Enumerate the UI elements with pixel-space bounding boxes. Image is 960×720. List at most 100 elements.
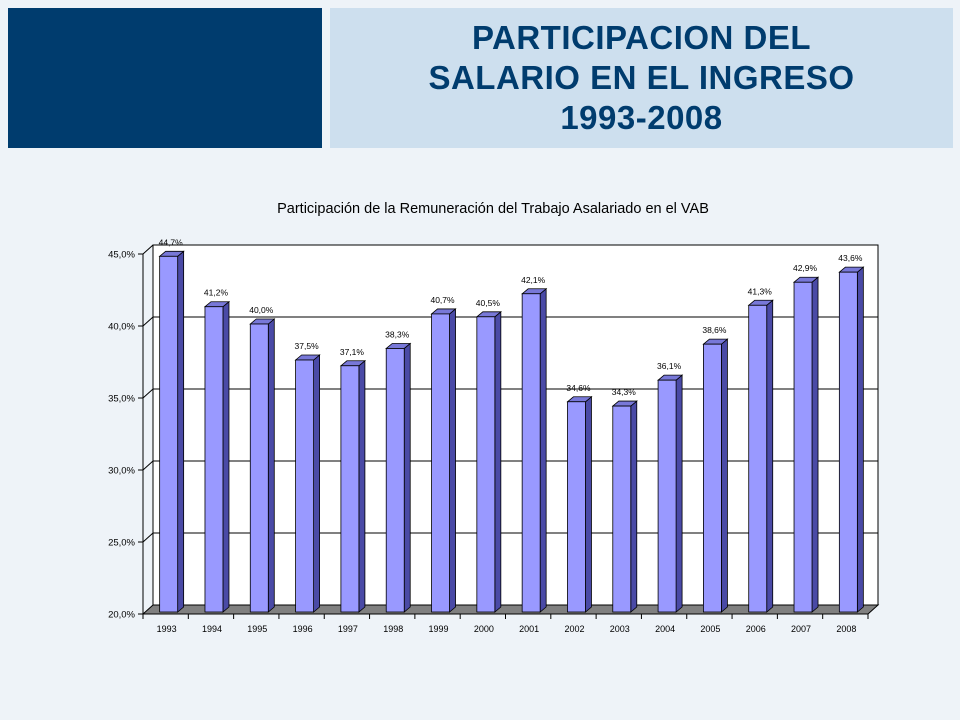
x-tick-label: 1995 xyxy=(247,624,267,634)
bar-side xyxy=(630,400,638,613)
bar-value-label: 40,7% xyxy=(430,295,455,305)
bar xyxy=(611,400,638,613)
bar-value-label: 43,6% xyxy=(838,253,863,263)
bar-front xyxy=(567,401,586,613)
bar-value-label: 38,6% xyxy=(702,325,727,335)
y-tick-label: 20,0% xyxy=(108,610,135,621)
slide-title: PARTICIPACION DEL SALARIO EN EL INGRESO … xyxy=(330,8,953,148)
x-tick-label: 2001 xyxy=(519,624,539,634)
bar-value-label: 44,7% xyxy=(159,237,184,247)
slide-title-line-2: SALARIO EN EL INGRESO xyxy=(428,59,855,96)
y-tick-label: 35,0% xyxy=(108,394,135,405)
gridline-depth xyxy=(142,388,154,399)
bar-front xyxy=(521,293,541,613)
x-axis: 1993 1994 1995 1996 1997 1998 1999 2000 2001 2002… xyxy=(142,613,869,634)
slide-title-line-1: PARTICIPACION DEL xyxy=(471,19,812,56)
bar-side xyxy=(267,318,275,613)
bar-value-label: 40,5% xyxy=(476,298,501,308)
bar xyxy=(521,287,548,613)
bar-front xyxy=(249,323,269,613)
bar-value-label: 38,3% xyxy=(385,329,410,339)
y-tick-label: 40,0% xyxy=(108,322,135,333)
bar-side xyxy=(585,395,592,613)
x-tick-label: 2005 xyxy=(700,624,720,634)
bar-value-label: 41,3% xyxy=(748,286,773,296)
slide-title-line-3: 1993-2008 xyxy=(560,99,723,136)
gridline-depth xyxy=(142,316,154,327)
bar-chart: Participación de la Remuneración del Tra… xyxy=(0,180,960,640)
bar-value-label: 34,6% xyxy=(566,383,591,393)
bar-front xyxy=(703,343,722,613)
bar xyxy=(838,266,865,613)
bar-side xyxy=(313,354,320,613)
bar xyxy=(294,354,321,613)
bar xyxy=(339,359,367,613)
x-tick-label: 2000 xyxy=(474,624,494,634)
x-tick-label: 1997 xyxy=(338,624,358,634)
bar-front xyxy=(385,348,405,613)
chart-title: Participación de la Remuneración del Tra… xyxy=(277,201,709,217)
bar-front xyxy=(838,271,858,613)
bar xyxy=(385,342,412,613)
decorative-navy-block xyxy=(8,8,322,148)
x-tick-label: 1994 xyxy=(202,624,222,634)
bar-front xyxy=(340,365,360,613)
x-tick-label: 2007 xyxy=(791,624,811,634)
bar-value-label: 36,1% xyxy=(657,361,682,371)
value-labels: 44,7% 41,2% 40,0% 37,5% 37,1% 38,3% 40,7% 40,5%… xyxy=(159,237,863,397)
bar xyxy=(249,318,276,613)
bar-value-label: 40,0% xyxy=(249,305,274,315)
bar-front xyxy=(204,306,224,613)
bar-side xyxy=(856,266,864,613)
bar xyxy=(566,395,593,613)
bar xyxy=(792,276,820,613)
x-tick-label: 1996 xyxy=(293,624,313,634)
bar-value-label: 34,3% xyxy=(612,387,637,397)
y-tick-label: 30,0% xyxy=(108,466,135,477)
bar-side xyxy=(449,308,456,613)
bar-value-label: 37,1% xyxy=(340,347,365,357)
bar xyxy=(158,250,185,613)
bar xyxy=(203,300,231,613)
bar-side xyxy=(494,310,502,613)
x-tick-label: 2008 xyxy=(836,624,856,634)
bar-chart-svg: Participación de la Remuneración del Tra… xyxy=(108,201,880,634)
x-tick-label: 1998 xyxy=(383,624,403,634)
bar xyxy=(656,374,684,613)
bar xyxy=(430,308,457,613)
x-tick-label: 2002 xyxy=(564,624,584,634)
bar-front xyxy=(657,379,677,613)
bars xyxy=(158,250,865,613)
gridline-depth xyxy=(142,244,154,255)
bar-front xyxy=(748,304,768,613)
bar-side xyxy=(811,276,819,613)
bar-side xyxy=(403,342,411,613)
bar xyxy=(702,338,729,613)
y-tick-label: 25,0% xyxy=(108,538,135,549)
bar-side xyxy=(177,250,185,613)
bar-value-label: 42,9% xyxy=(793,263,818,273)
bar-value-label: 42,1% xyxy=(521,275,546,285)
x-tick-label: 2006 xyxy=(746,624,766,634)
bar-front xyxy=(159,255,179,613)
bar-front xyxy=(295,359,314,613)
bar-front xyxy=(431,313,450,613)
bar-side xyxy=(721,338,728,613)
bar xyxy=(475,310,502,613)
bar-value-label: 41,2% xyxy=(204,288,229,298)
gridline-depth xyxy=(142,460,154,471)
bar-side xyxy=(539,287,547,613)
bar-side xyxy=(766,299,774,613)
bar-front xyxy=(793,281,813,613)
bar-front xyxy=(476,316,496,613)
x-tick-label: 2003 xyxy=(610,624,630,634)
gridline-depth xyxy=(142,532,154,543)
bar-side xyxy=(222,300,230,613)
y-axis: 20,0% 25,0% 30,0% 35,0% 40,0% 45,0% xyxy=(108,250,144,621)
x-tick-label: 1993 xyxy=(157,624,177,634)
bar-side xyxy=(675,374,683,613)
bar-side xyxy=(358,359,366,613)
x-tick-label: 1999 xyxy=(429,624,449,634)
bar xyxy=(747,299,774,613)
y-tick-label: 45,0% xyxy=(108,250,135,261)
